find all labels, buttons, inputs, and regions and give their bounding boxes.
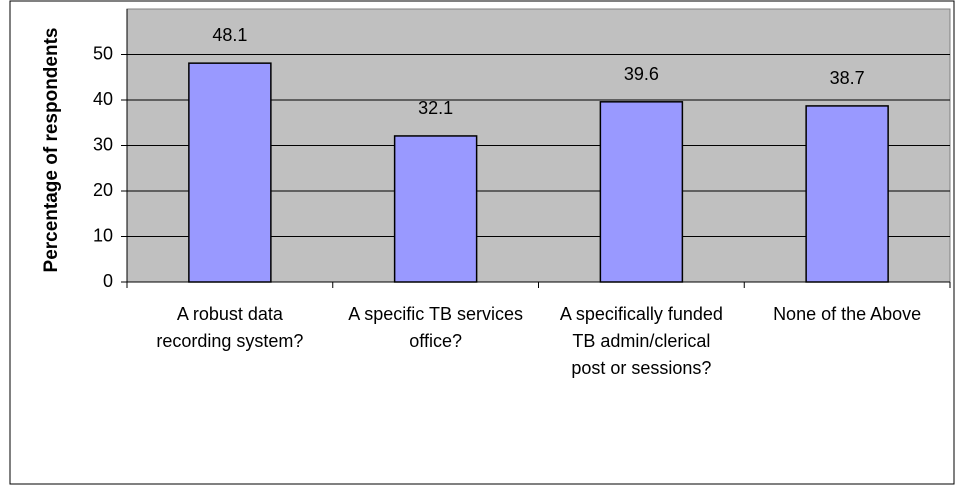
data-label: 48.1 <box>212 25 247 45</box>
bar <box>805 105 889 283</box>
x-tick-label: A robust data recording system? <box>156 304 303 351</box>
bar <box>393 135 478 283</box>
x-tick-label-line: TB admin/clerical <box>572 331 710 351</box>
y-tick-label: 40 <box>93 89 113 109</box>
bar <box>188 62 272 283</box>
x-tick-label: A specifically funded TB admin/clerical po… <box>560 304 723 378</box>
y-tick-label: 0 <box>103 271 113 291</box>
y-tick-label: 20 <box>93 180 113 200</box>
y-tick-label: 30 <box>93 134 113 154</box>
x-tick-label: A specific TB services office? <box>348 304 523 351</box>
data-label: 38.7 <box>830 68 865 88</box>
x-tick-label-line: office? <box>409 331 462 351</box>
x-tick-label-line: None of the Above <box>773 304 921 324</box>
x-tick-label-line: A robust data <box>177 304 284 324</box>
x-tick-label-line: post or sessions? <box>571 358 711 378</box>
data-label: 32.1 <box>418 98 453 118</box>
x-tick-label-line: recording system? <box>156 331 303 351</box>
y-tick-label: 10 <box>93 225 113 245</box>
y-axis-title: Percentage of respondents <box>41 28 62 273</box>
bar <box>599 101 684 283</box>
y-tick-label: 50 <box>93 43 113 63</box>
x-tick-label: None of the Above <box>773 304 921 324</box>
data-label: 39.6 <box>624 64 659 84</box>
x-tick-label-line: A specific TB services <box>348 304 523 324</box>
x-tick-label-line: A specifically funded <box>560 304 723 324</box>
